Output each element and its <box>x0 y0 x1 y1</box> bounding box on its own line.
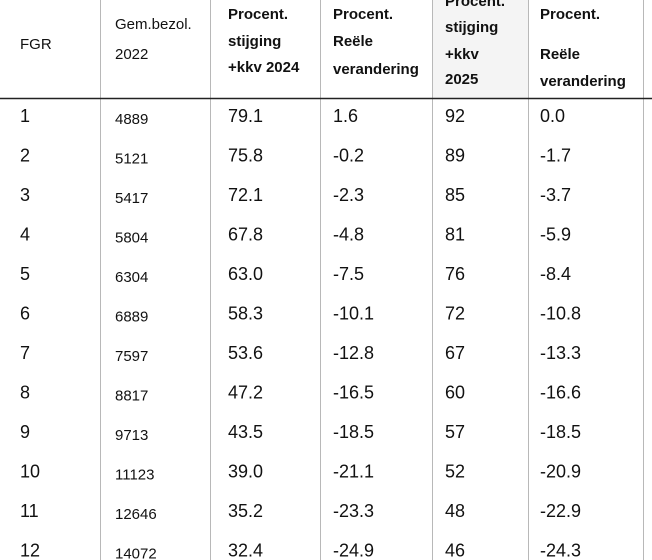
cell-text: -16.6 <box>540 382 581 402</box>
cell-text: 1.6 <box>333 106 358 126</box>
cell-text: 63.0 <box>228 264 263 284</box>
cell-text: 11 <box>20 501 39 521</box>
column-rules <box>100 0 644 560</box>
cell-text: -23.3 <box>333 501 374 521</box>
cell-text: -10.8 <box>540 303 581 323</box>
cell-text: 10 <box>20 461 40 481</box>
header-text: stijging <box>228 33 281 50</box>
header-text: 2022 <box>115 46 148 63</box>
cell-text: -24.9 <box>333 540 374 560</box>
header-text: Procent. <box>540 6 600 23</box>
cell-text: 79.1 <box>228 106 263 126</box>
cell-text: 32.4 <box>228 540 263 560</box>
cell-text: 12646 <box>115 506 157 523</box>
cell-text: 8 <box>20 382 30 402</box>
header-text: +kkv 2024 <box>228 59 300 76</box>
cell-text: 7 <box>20 343 30 363</box>
cell-text: -24.3 <box>540 540 581 560</box>
cell-text: 3 <box>20 185 30 205</box>
cell-text: 35.2 <box>228 501 263 521</box>
header-text: Reële <box>540 46 580 63</box>
cell-text: 9 <box>20 422 30 442</box>
cell-text: 0.0 <box>540 106 565 126</box>
header-text: stijging <box>445 19 498 36</box>
cell-text: 39.0 <box>228 461 263 481</box>
cell-text: -2.3 <box>333 185 364 205</box>
cell-text: 72.1 <box>228 185 263 205</box>
cell-text: 4 <box>20 224 30 244</box>
cell-text: -18.5 <box>333 422 374 442</box>
header-text: Reële <box>333 33 373 50</box>
cell-text: 57 <box>445 422 465 442</box>
cell-text: -22.9 <box>540 501 581 521</box>
cell-text: 67.8 <box>228 224 263 244</box>
cell-text: -10.1 <box>333 303 374 323</box>
cell-text: 8817 <box>115 387 148 404</box>
cell-text: -0.2 <box>333 145 364 165</box>
cell-text: -21.1 <box>333 461 374 481</box>
cell-text: 92 <box>445 106 465 126</box>
cell-text: -12.8 <box>333 343 374 363</box>
header-text: 2025 <box>445 71 478 88</box>
cell-text: -4.8 <box>333 224 364 244</box>
header-text: verandering <box>540 73 626 90</box>
cell-text: 5121 <box>115 150 148 167</box>
cell-text: 72 <box>445 303 465 323</box>
cell-text: 9713 <box>115 427 148 444</box>
cell-text: 67 <box>445 343 465 363</box>
header-text: verandering <box>333 61 419 78</box>
cell-text: -16.5 <box>333 382 374 402</box>
cell-text: 81 <box>445 224 465 244</box>
cell-text: 5417 <box>115 190 148 207</box>
header-text: +kkv <box>445 46 479 63</box>
cell-text: -5.9 <box>540 224 571 244</box>
cell-text: 46 <box>445 540 465 560</box>
cell-text: 11123 <box>115 466 155 483</box>
cell-text: 75.8 <box>228 145 263 165</box>
header-text: Procent. <box>445 0 505 10</box>
cell-text: 89 <box>445 145 465 165</box>
cell-text: 76 <box>445 264 465 284</box>
cell-text: 53.6 <box>228 343 263 363</box>
cell-text: 5 <box>20 264 30 284</box>
cell-text: -13.3 <box>540 343 581 363</box>
cell-text: 5804 <box>115 229 148 246</box>
header-text: Gem.bezol. <box>115 16 192 33</box>
cell-text: 7597 <box>115 348 148 365</box>
header-text: FGR <box>20 36 52 53</box>
cell-text: 14072 <box>115 545 157 560</box>
cell-text: -8.4 <box>540 264 571 284</box>
cell-text: 85 <box>445 185 465 205</box>
cell-text: 58.3 <box>228 303 263 323</box>
cell-text: 6889 <box>115 308 148 325</box>
cell-text: 12 <box>20 540 40 560</box>
header-text: Procent. <box>228 6 288 23</box>
cell-text: 60 <box>445 382 465 402</box>
cell-text: 48 <box>445 501 465 521</box>
cell-text: -20.9 <box>540 461 581 481</box>
cell-text: 43.5 <box>228 422 263 442</box>
cell-text: 6 <box>20 303 30 323</box>
cell-text: 47.2 <box>228 382 263 402</box>
cell-text: 6304 <box>115 269 148 286</box>
header-text: Procent. <box>333 6 393 23</box>
cell-text: 1 <box>20 106 30 126</box>
cell-text: -7.5 <box>333 264 364 284</box>
header-shade <box>432 0 528 98</box>
cell-text: -1.7 <box>540 145 571 165</box>
cell-text: -18.5 <box>540 422 581 442</box>
cell-text: 2 <box>20 145 30 165</box>
cell-text: -3.7 <box>540 185 571 205</box>
cell-text: 4889 <box>115 111 148 128</box>
cell-text: 52 <box>445 461 465 481</box>
